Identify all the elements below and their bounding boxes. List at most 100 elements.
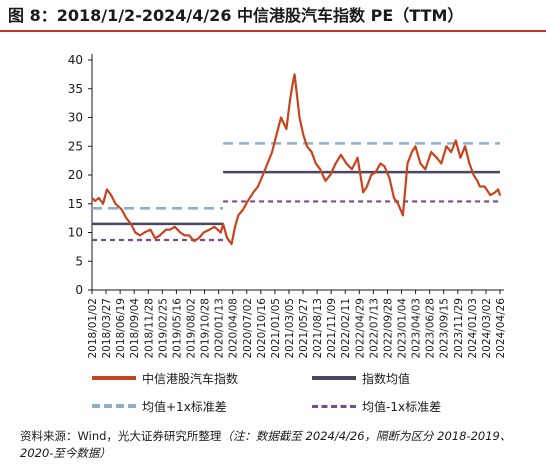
- x-tick-label: 2024/01/03: [467, 298, 479, 359]
- x-tick-label: 2018/09/04: [129, 298, 141, 359]
- pe-data-point: [173, 225, 176, 228]
- pe-data-point: [379, 162, 382, 165]
- pe-data-point: [351, 168, 353, 171]
- pe-data-point: [483, 185, 486, 188]
- pe-data-point: [489, 194, 492, 197]
- pe-data-point: [237, 214, 240, 217]
- pe-data-point: [319, 168, 322, 171]
- legend-swatch-mean: [312, 376, 356, 380]
- pe-data-point: [134, 231, 137, 234]
- pe-data-point: [222, 222, 225, 225]
- pe-data-point: [183, 234, 186, 237]
- y-tick-label: 20: [68, 168, 83, 182]
- pe-data-point: [310, 151, 313, 153]
- pe-data-point: [459, 156, 462, 159]
- x-tick-label: 2021/03/05: [284, 298, 296, 359]
- pe-data-point: [169, 228, 172, 231]
- pe-data-point: [329, 174, 332, 176]
- pe-data-point: [468, 162, 471, 165]
- legend-item-index: 中信港股汽车指数: [92, 368, 238, 388]
- x-tick-label: 2018/01/02: [87, 298, 99, 359]
- pe-data-point: [202, 231, 205, 234]
- pe-data-point: [158, 234, 161, 237]
- legend-swatch-index: [92, 376, 136, 380]
- pe-data-point: [435, 156, 438, 159]
- pe-data-point: [476, 179, 479, 182]
- pe-data-point: [298, 116, 301, 119]
- x-tick-label: 2019/08/02: [185, 298, 197, 359]
- pe-data-point: [154, 237, 157, 240]
- pe-data-point: [497, 188, 499, 191]
- y-tick-label: 0: [75, 283, 83, 297]
- pe-data-point: [406, 162, 409, 165]
- x-tick-label: 2023/01/04: [397, 298, 409, 359]
- legend-item-minus1sd: 均值-1x标准差: [312, 396, 441, 416]
- x-tick-label: 2021/11/09: [326, 298, 338, 359]
- pe-data-point: [410, 151, 413, 153]
- pe-data-point: [285, 128, 288, 130]
- x-tick-label: 2020/01/13: [214, 298, 226, 359]
- pe-data-point: [230, 243, 233, 245]
- pe-data-point: [454, 139, 457, 142]
- pe-data-point: [246, 199, 249, 202]
- x-tick-label: 2019/10/28: [200, 298, 212, 359]
- pe-data-point: [450, 151, 453, 153]
- legend-label-minus1sd: 均值-1x标准差: [362, 399, 442, 414]
- legend-item-plus1sd: 均值+1x标准差: [92, 396, 227, 416]
- legend-swatch-plus1sd: [92, 404, 136, 408]
- pe-data-point: [242, 208, 244, 211]
- x-tick-label: 2021/05/27: [298, 298, 310, 359]
- pe-data-point: [419, 162, 422, 165]
- pe-data-point: [165, 228, 168, 231]
- pe-data-point: [306, 145, 308, 148]
- pe-data-point: [430, 151, 433, 153]
- pe-data-point: [219, 231, 222, 234]
- legend-item-mean: 指数均值: [312, 368, 410, 388]
- x-tick-label: 2024/03/02: [481, 298, 493, 359]
- pe-data-point: [494, 191, 497, 194]
- pe-data-point: [120, 208, 123, 211]
- pe-data-point: [149, 228, 152, 231]
- pe-data-point: [345, 162, 348, 165]
- y-tick-label: 15: [68, 197, 83, 211]
- pe-data-point: [314, 162, 317, 165]
- pe-data-point: [143, 231, 146, 234]
- source-footnote: （注：数据截至 2024/4/26，隔断为区分 2018-2019、2020-至…: [20, 429, 512, 460]
- pe-data-point: [213, 225, 216, 228]
- y-tick-label: 35: [68, 82, 83, 96]
- x-tick-label: 2020/04/08: [228, 298, 240, 359]
- pe-data-point: [125, 217, 128, 220]
- pe-data-point: [208, 228, 211, 231]
- pe-data-point: [362, 191, 365, 194]
- pe-series-line: [91, 73, 502, 246]
- pe-data-point: [383, 165, 386, 168]
- y-tick-label: 40: [68, 53, 83, 67]
- x-tick-label: 2023/09/15: [439, 298, 451, 359]
- pe-data-point: [139, 234, 142, 237]
- pe-data-point: [280, 116, 282, 119]
- pe-data-point: [262, 174, 264, 176]
- pe-data-point: [334, 162, 337, 165]
- pe-data-point: [98, 197, 100, 199]
- pe-data-point: [179, 231, 182, 234]
- pe-data-point: [291, 82, 294, 84]
- x-tick-label: 2020/10/16: [256, 298, 268, 359]
- x-tick-label: 2022/09/28: [382, 298, 394, 359]
- y-tick-label: 5: [75, 254, 83, 268]
- pe-data-point: [397, 202, 399, 205]
- pe-data-point: [356, 156, 359, 159]
- pe-data-point: [130, 222, 132, 225]
- source-text: 资料来源：Wind，光大证券研究所整理: [20, 429, 222, 443]
- y-tick-label: 30: [68, 111, 83, 125]
- x-tick-label: 2021/01/05: [270, 298, 282, 359]
- pe-data-point: [440, 162, 443, 165]
- pe-data-point: [102, 202, 104, 205]
- x-tick-label: 2021/08/13: [312, 298, 324, 359]
- pe-data-point: [295, 93, 298, 96]
- pe-data-point: [472, 174, 475, 176]
- pe-data-point: [370, 174, 373, 176]
- legend-label-mean: 指数均值: [362, 371, 411, 386]
- pe-data-point: [234, 225, 236, 228]
- pe-data-point: [110, 194, 113, 197]
